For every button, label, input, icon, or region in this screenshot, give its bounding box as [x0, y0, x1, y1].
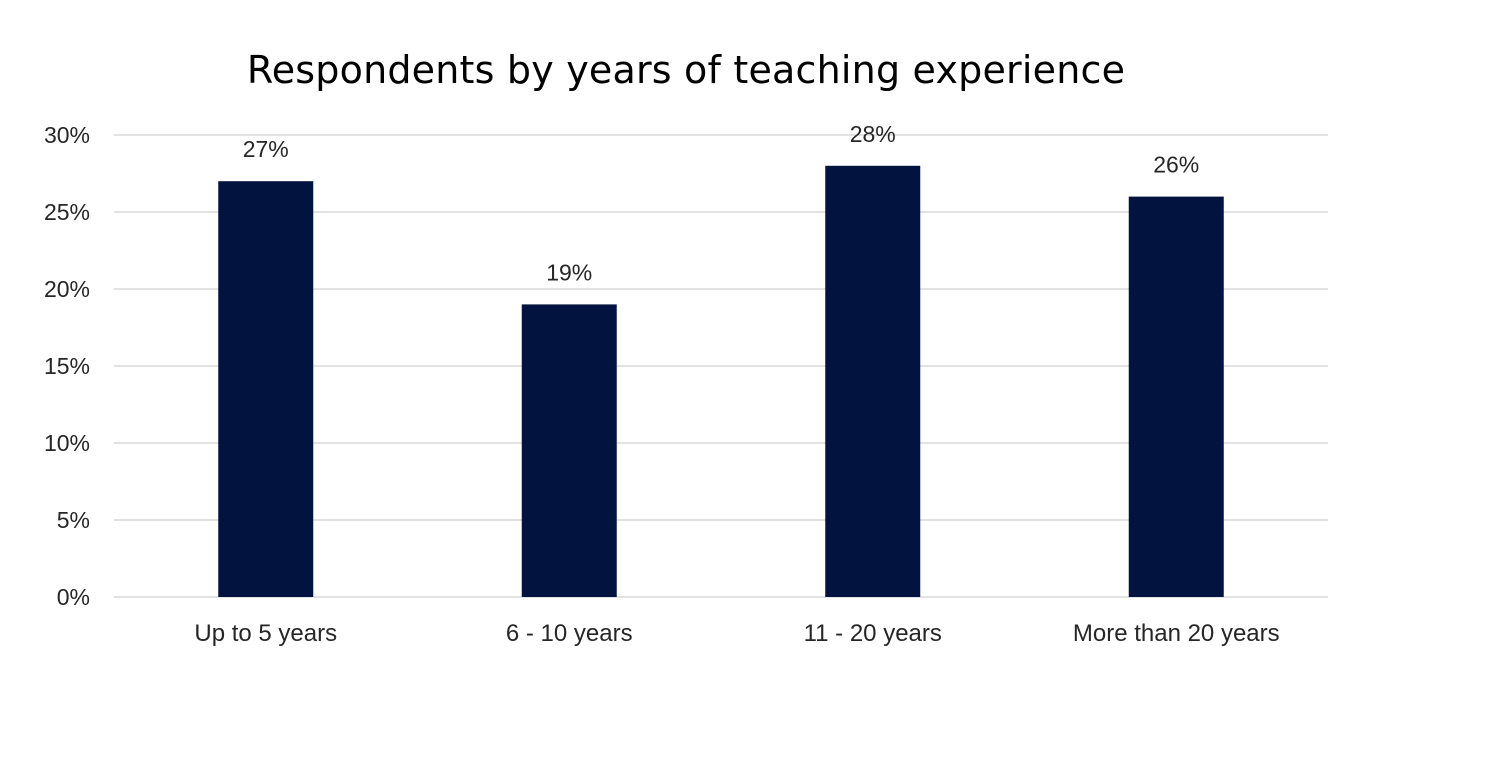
y-tick-label: 0% [57, 584, 90, 610]
bar-value-label: 26% [1153, 152, 1199, 178]
y-tick-label: 5% [57, 507, 90, 533]
y-axis-ticks: 0% 5% 10% 15% 20% 25% 30% [44, 122, 90, 610]
bar [825, 165, 921, 598]
bar-value-label: 27% [243, 136, 289, 162]
bar-value-label: 19% [546, 259, 592, 285]
bar-value-label: 28% [850, 121, 896, 147]
y-tick-label: 20% [44, 276, 90, 302]
x-category-label: Up to 5 years [194, 620, 337, 647]
chart-title: Respondents by years of teaching experie… [246, 48, 1126, 92]
y-tick-label: 25% [44, 199, 90, 225]
x-category-label: More than 20 years [1073, 620, 1280, 647]
bar [521, 304, 617, 597]
x-axis-categories: Up to 5 years 6 - 10 years 11 - 20 years Mo… [194, 620, 1279, 647]
bar [218, 181, 314, 597]
y-tick-label: 15% [44, 353, 90, 379]
x-category-label: 6 - 10 years [506, 620, 633, 647]
bar [1128, 196, 1224, 597]
bars [218, 165, 1224, 598]
y-tick-label: 30% [44, 122, 90, 148]
grid-lines [114, 134, 1328, 598]
data-labels: 27% 19% 28% 26% [243, 121, 1200, 286]
y-tick-label: 10% [44, 430, 90, 456]
x-category-label: 11 - 20 years [804, 620, 942, 647]
